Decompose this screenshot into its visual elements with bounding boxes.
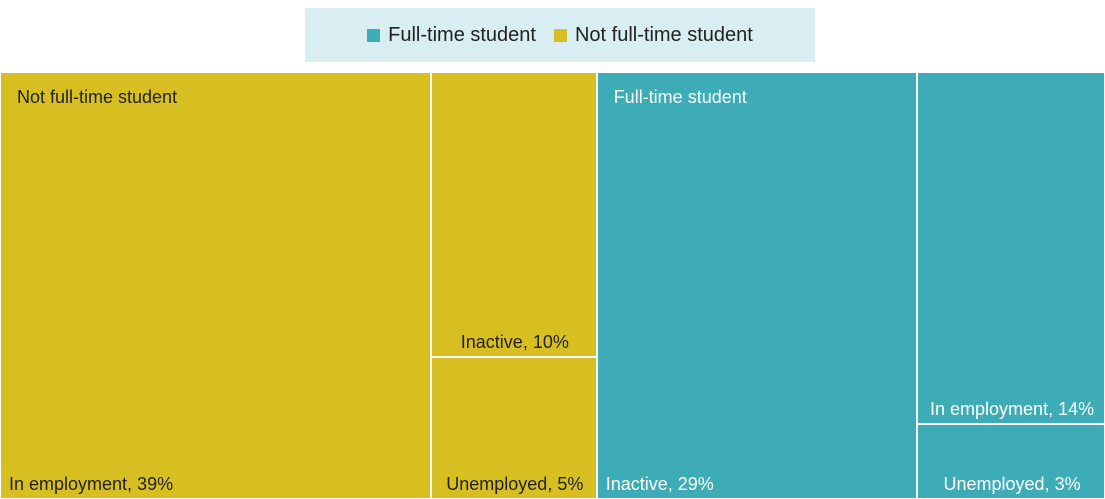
cell-label: Inactive, 29% xyxy=(605,474,714,494)
treemap-cell: Inactive, 10% xyxy=(430,72,597,357)
group-label: Full-time student xyxy=(613,87,747,107)
cell-label: In employment, 14% xyxy=(930,398,1095,419)
treemap-cell: Unemployed, 3% xyxy=(917,423,1105,499)
legend-item: Not full-time student xyxy=(553,23,753,47)
treemap-cell: In employment, 14% xyxy=(917,72,1105,424)
legend: Full-time student Not full-time student xyxy=(305,8,815,62)
treemap-cell: Unemployed, 5% xyxy=(430,356,597,499)
legend-swatch xyxy=(367,28,381,42)
treemap: In employment, 39% Inactive, 10% Unemploye… xyxy=(0,72,1105,499)
legend-label: Not full-time student xyxy=(574,23,753,46)
legend-label: Full-time student xyxy=(388,23,536,46)
treemap-cell: In employment, 39% xyxy=(0,72,431,499)
legend-item: Full-time student xyxy=(367,24,536,47)
cell-label: Unemployed, 3% xyxy=(943,473,1081,494)
legend-swatch xyxy=(553,28,567,42)
cell-label: In employment, 39% xyxy=(9,474,174,494)
cell-label: Unemployed, 5% xyxy=(446,473,584,494)
treemap-cell: Inactive, 29% xyxy=(596,72,918,499)
cell-label: Inactive, 10% xyxy=(460,331,569,352)
group-label: Not full-time student xyxy=(17,87,178,107)
